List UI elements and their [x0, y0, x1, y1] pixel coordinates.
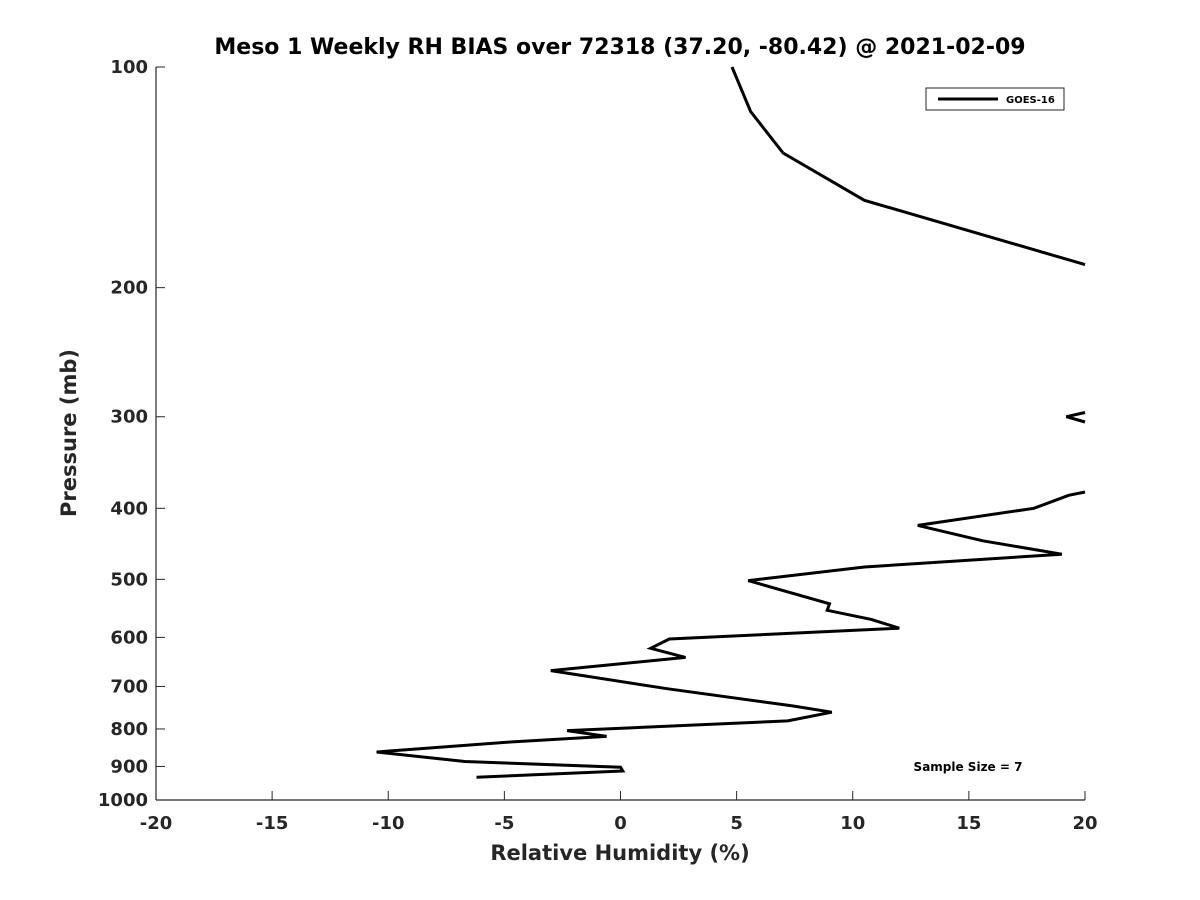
series-layer: [376, 66, 1086, 779]
y-tick-label: 500: [110, 569, 148, 590]
x-tick-label: 15: [956, 813, 981, 834]
y-tick-label: 1000: [98, 790, 148, 811]
y-tick-label: 100: [110, 57, 148, 78]
x-tick-label: -10: [372, 813, 405, 834]
y-axis-ticks: 100 200 300 400 500 600 700 800 900 1000: [98, 57, 165, 811]
plot-area: [156, 67, 1085, 800]
x-tick-label: 0: [614, 813, 627, 834]
x-tick-label: 5: [730, 813, 743, 834]
y-tick-label: 900: [110, 756, 148, 777]
y-tick-label: 700: [110, 676, 148, 697]
y-tick-label: 400: [110, 498, 148, 519]
x-axis-ticks: -20 -15 -10 -5 0 5 10 15 20: [140, 791, 1098, 834]
sample-size-annotation: Sample Size = 7: [914, 760, 1023, 774]
x-tick-label: -15: [256, 813, 289, 834]
series-line-goes-16: [1065, 411, 1086, 424]
series-line-goes-16: [376, 490, 1086, 779]
x-tick-label: -20: [140, 813, 173, 834]
y-tick-label: 600: [110, 627, 148, 648]
series-line-goes-16: [730, 66, 1086, 267]
x-axis-label: Relative Humidity (%): [490, 841, 749, 865]
chart-title: Meso 1 Weekly RH BIAS over 72318 (37.20,…: [214, 35, 1025, 60]
legend: GOES-16: [925, 87, 1065, 111]
x-tick-label: 10: [840, 813, 865, 834]
y-axis-label: Pressure (mb): [57, 349, 81, 517]
legend-label-goes-16: GOES-16: [1006, 95, 1055, 106]
y-tick-label: 800: [110, 719, 148, 740]
y-tick-label: 300: [110, 407, 148, 428]
x-tick-label: -5: [494, 813, 514, 834]
y-tick-label: 200: [110, 278, 148, 299]
x-tick-label: 20: [1072, 813, 1097, 834]
